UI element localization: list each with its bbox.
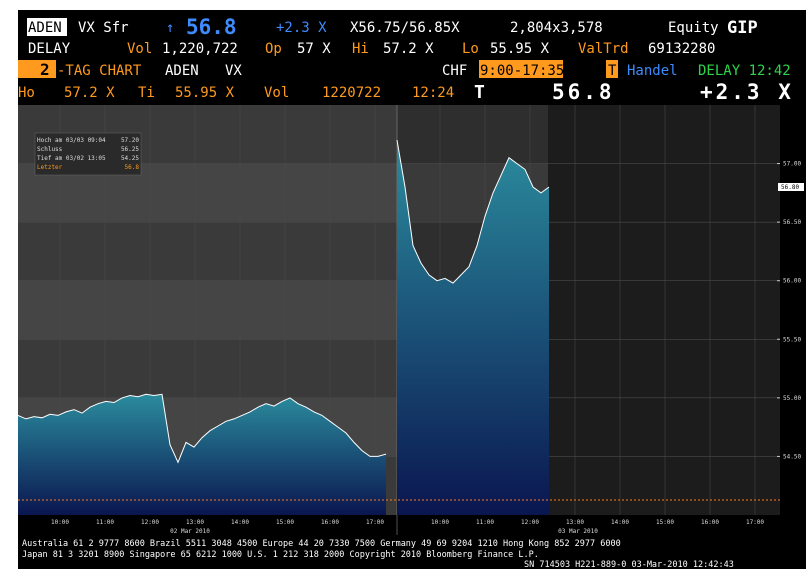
delay-time: DELAY 12:42 <box>698 63 791 79</box>
ticker-box <box>27 18 67 36</box>
function: -TAG CHART <box>57 63 142 79</box>
price-line <box>17 393 387 464</box>
last-price-label: 56.80 <box>781 184 799 191</box>
value: 55.95 X <box>490 41 550 57</box>
label: ValTrd <box>578 41 629 57</box>
inset-box <box>34 132 142 176</box>
x-tick-label: 12:00 <box>141 519 159 526</box>
x-tick-label: 17:00 <box>366 519 384 526</box>
trading-hours: 9:00-17:35 <box>480 63 564 79</box>
arrow: ↑ <box>166 20 174 36</box>
handel: Handel <box>627 63 678 79</box>
inset-value: 57.20 <box>121 137 139 144</box>
delay: DELAY <box>28 41 71 57</box>
value: 57 X <box>297 41 331 57</box>
x-tick-label: 16:00 <box>321 519 339 526</box>
page-box <box>18 60 56 78</box>
area <box>397 140 549 515</box>
value: 1220722 <box>322 85 381 101</box>
value: 1,220,722 <box>162 41 238 57</box>
x-tick-label: 11:00 <box>96 519 114 526</box>
size: 2,804x3,578 <box>510 20 603 36</box>
x-tick-label: 11:00 <box>476 519 494 526</box>
footer-line: Australia 61 2 9777 8600 Brazil 5511 304… <box>22 539 621 549</box>
last-price-tag <box>778 183 804 191</box>
x-tick-label: 12:00 <box>521 519 539 526</box>
y-tick-label: 55.00 <box>783 395 801 402</box>
x-tick-label: 14:00 <box>611 519 629 526</box>
exchange: VX Sfr <box>78 20 129 36</box>
label: Lo <box>462 41 479 57</box>
security: GIP <box>727 18 758 38</box>
inset-value: 56.25 <box>121 146 139 153</box>
value: 57.2 X <box>383 41 434 57</box>
x-tick-label: 14:00 <box>231 519 249 526</box>
ticker: ADEN <box>165 63 199 79</box>
y-tick-label: 55.50 <box>783 336 801 343</box>
hours-box <box>479 60 563 78</box>
x-tick-label: 13:00 <box>566 519 584 526</box>
inset-value: 56.8 <box>125 164 140 171</box>
y-tick-label: 56.50 <box>783 219 801 226</box>
ticker: ADEN <box>28 20 62 36</box>
time: 12:24 <box>412 85 454 101</box>
label: Ti <box>138 85 155 101</box>
last-price: 56.8 <box>552 80 615 104</box>
y-tick-label: 56.00 <box>783 278 801 285</box>
change: +2.3 X <box>700 80 794 104</box>
inset-value: 54.25 <box>121 155 139 162</box>
date-label: 03 Mar 2010 <box>558 528 598 535</box>
inset-label: Schluss <box>37 146 63 153</box>
page-number: 2 <box>40 60 50 79</box>
y-tick-label: 57.00 <box>783 161 801 168</box>
t-box <box>606 60 618 78</box>
label: Hi <box>352 41 369 57</box>
price-line <box>396 140 550 284</box>
label: Vol <box>127 41 152 57</box>
market: Equity <box>668 20 719 36</box>
currency: CHF <box>442 63 467 79</box>
x-tick-label: 10:00 <box>431 519 449 526</box>
x-tick-label: 17:00 <box>746 519 764 526</box>
inset-label: Hoch am 03/03 09:04 <box>37 137 106 144</box>
value: 69132280 <box>648 41 715 57</box>
x-tick-label: 15:00 <box>276 519 294 526</box>
x-tick-label: 16:00 <box>701 519 719 526</box>
footer-line: Japan 81 3 3201 8900 Singapore 65 6212 1… <box>22 550 539 560</box>
value: 55.95 X <box>175 85 235 101</box>
change: +2.3 X <box>276 20 327 36</box>
area <box>18 394 386 515</box>
x-tick-label: 15:00 <box>656 519 674 526</box>
y-tick-label: 54.50 <box>783 453 801 460</box>
footer-line: SN 714503 H221-889-0 03-Mar-2010 12:42:4… <box>524 560 734 569</box>
inset-label: Letzter <box>37 164 63 171</box>
last-price: 56.8 <box>186 15 237 39</box>
inset: Hoch am 03/03 09:04 57.20 Schluss 56.25 Tief… <box>34 132 142 176</box>
x-tick-label: 13:00 <box>186 519 204 526</box>
bid-ask: X56.75/56.85X <box>350 20 460 36</box>
value: 57.2 X <box>64 85 115 101</box>
x-tick-label: 10:00 <box>51 519 69 526</box>
label: Vol <box>264 85 289 101</box>
exchange: VX <box>225 63 242 79</box>
date-label: 02 Mar 2010 <box>170 528 210 535</box>
t-flag: T <box>608 63 617 79</box>
tick-flag: T <box>474 82 485 103</box>
label: Ho <box>18 85 35 101</box>
inset-label: Tief am 03/02 13:05 <box>37 155 106 162</box>
label: Op <box>265 41 282 57</box>
